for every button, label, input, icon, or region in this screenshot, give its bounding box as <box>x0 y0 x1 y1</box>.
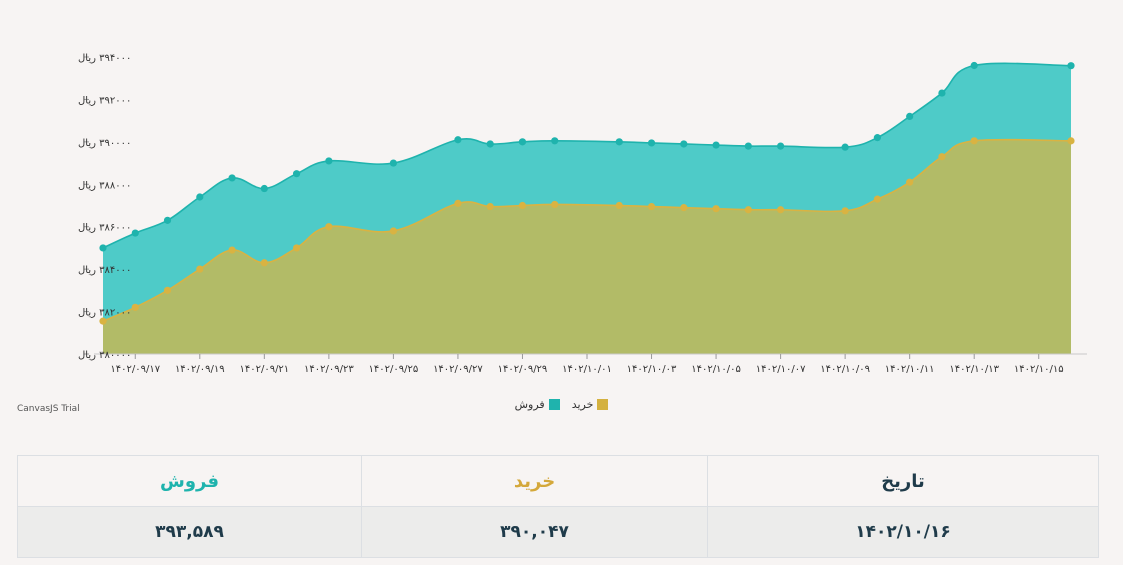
data-point-buy <box>970 137 978 145</box>
data-point-sell <box>486 140 494 148</box>
header-buy: خرید <box>361 456 707 506</box>
watermark-text: CanvasJS Trial <box>17 404 80 414</box>
data-point-buy <box>389 227 397 235</box>
x-tick-label: ۱۴۰۲/۰۹/۱۹ <box>175 364 225 375</box>
y-tick-label: ۳۸۰۰۰۰ ریال <box>78 350 131 361</box>
data-point-buy <box>228 246 236 254</box>
data-point-sell <box>712 141 720 149</box>
data-point-buy <box>873 195 882 203</box>
x-tick-label: ۱۴۰۲/۱۰/۱۱ <box>885 364 935 375</box>
data-point-sell <box>906 112 914 120</box>
cell-date: ۱۴۰۲/۱۰/۱۶ <box>707 506 1098 557</box>
header-date: تاریخ <box>707 456 1098 506</box>
data-point-sell <box>970 61 978 70</box>
cell-buy: ۳۹۰,۰۴۷ <box>361 506 707 557</box>
data-point-buy <box>1067 137 1075 145</box>
data-point-sell <box>260 184 268 193</box>
header-date-label: تاریخ <box>881 470 925 492</box>
data-point-buy <box>518 201 527 210</box>
table-header-row: تاریخ خرید فروش <box>18 456 1098 506</box>
x-tick-label: ۱۴۰۲/۱۰/۰۹ <box>820 364 870 375</box>
y-tick-label: ۳۸۶۰۰۰ ریال <box>78 223 131 234</box>
area-buy <box>103 139 1071 354</box>
table-row: ۱۴۰۲/۱۰/۱۶ ۳۹۰,۰۴۷ ۳۹۳,۵۸۹ <box>18 506 1098 557</box>
data-point-buy <box>938 153 946 161</box>
x-tick-label: ۱۴۰۲/۰۹/۲۹ <box>498 364 548 375</box>
chart-legend: خرید فروش <box>0 398 1123 411</box>
header-buy-label: خرید <box>513 470 556 492</box>
data-point-buy <box>906 178 914 186</box>
y-tick-label: ۳۸۴۰۰۰ ریال <box>78 265 131 276</box>
x-tick-label: ۱۴۰۲/۰۹/۲۳ <box>304 364 354 375</box>
legend-swatch-sell <box>548 399 560 410</box>
data-point-buy <box>777 206 785 214</box>
data-point-buy <box>163 286 172 294</box>
data-point-sell <box>841 143 849 151</box>
y-tick-label: ۳۹۰۰۰۰ ریال <box>78 138 131 149</box>
legend-label-sell: فروش <box>514 398 545 411</box>
x-tick-label: ۱۴۰۲/۰۹/۲۷ <box>433 364 483 375</box>
x-tick-label: ۱۴۰۲/۰۹/۱۷ <box>110 364 160 375</box>
data-point-buy <box>680 204 688 212</box>
data-point-buy <box>293 244 301 252</box>
data-point-buy <box>260 259 268 267</box>
cell-date-value: ۱۴۰۲/۱۰/۱۶ <box>855 522 951 542</box>
cell-buy-value: ۳۹۰,۰۴۷ <box>500 522 569 542</box>
x-tick-label: ۱۴۰۲/۱۰/۰۳ <box>627 364 677 375</box>
cell-sell: ۳۹۳,۵۸۹ <box>18 506 361 557</box>
data-point-buy <box>841 207 849 215</box>
y-tick-label: ۳۸۸۰۰۰ ریال <box>78 180 131 191</box>
data-point-sell <box>131 229 139 237</box>
data-point-buy <box>744 206 752 214</box>
y-tick-label: ۳۹۲۰۰۰ ریال <box>78 95 131 106</box>
data-point-buy <box>712 205 720 213</box>
data-point-sell <box>744 142 752 150</box>
data-point-sell <box>1067 62 1075 70</box>
data-point-buy <box>99 317 107 325</box>
data-point-sell <box>873 134 882 142</box>
cell-sell-value: ۳۹۳,۵۸۹ <box>155 522 224 542</box>
data-point-buy <box>325 223 333 231</box>
legend-label-buy: خرید <box>571 398 594 411</box>
x-tick-label: ۱۴۰۲/۱۰/۱۵ <box>1014 364 1064 375</box>
price-chart: ۳۸۰۰۰۰ ریال ۳۸۲۰۰۰ ریال ۳۸۴۰۰۰ ریال ۳۸۶۰۰۰ … <box>0 53 1123 414</box>
header-sell-label: فروش <box>160 470 220 492</box>
area-chart-svg: ۳۸۰۰۰۰ ریال ۳۸۲۰۰۰ ریال ۳۸۴۰۰۰ ریال ۳۸۶۰۰۰ … <box>78 53 1087 375</box>
x-tick-label: ۱۴۰۲/۱۰/۰۱ <box>562 364 612 375</box>
data-point-buy <box>551 200 559 209</box>
header-sell: فروش <box>18 456 361 506</box>
data-point-sell <box>325 157 333 165</box>
data-point-sell <box>454 136 462 144</box>
legend-swatch-buy <box>597 399 609 410</box>
data-point-buy <box>486 202 494 211</box>
data-point-sell <box>196 193 204 201</box>
x-tick-label: ۱۴۰۲/۰۹/۲۵ <box>369 364 419 375</box>
x-tick-label: ۱۴۰۲/۱۰/۰۷ <box>756 364 806 375</box>
legend-item-sell[interactable]: فروش <box>515 398 560 411</box>
data-point-sell <box>777 142 785 150</box>
data-point-buy <box>454 199 462 207</box>
x-tick-label: ۱۴۰۲/۱۰/۱۳ <box>949 364 999 375</box>
data-point-sell <box>938 89 946 97</box>
data-point-buy <box>615 201 623 210</box>
data-point-sell <box>647 139 656 147</box>
data-point-sell <box>551 137 559 145</box>
data-point-sell <box>518 138 527 146</box>
data-point-sell <box>293 170 301 178</box>
data-point-sell <box>615 138 623 146</box>
x-tick-label: ۱۴۰۲/۰۹/۲۱ <box>239 364 289 375</box>
data-point-buy <box>196 265 204 273</box>
data-point-buy <box>131 303 139 311</box>
price-table: تاریخ خرید فروش ۱۴۰۲/۱۰/۱۶ ۳۹۰,۰۴۷ ۳۹۳,۵… <box>17 455 1099 558</box>
data-point-sell <box>680 140 688 148</box>
data-point-sell <box>228 174 236 182</box>
data-point-sell <box>163 216 172 224</box>
legend-item-buy[interactable]: خرید <box>572 398 609 411</box>
y-tick-label: ۳۹۴۰۰۰ ریال <box>78 53 131 64</box>
data-point-sell <box>99 244 107 252</box>
y-tick-label: ۳۸۲۰۰۰ ریال <box>78 308 131 319</box>
data-point-sell <box>389 159 397 167</box>
x-tick-label: ۱۴۰۲/۱۰/۰۵ <box>691 364 741 375</box>
data-point-buy <box>647 202 656 211</box>
